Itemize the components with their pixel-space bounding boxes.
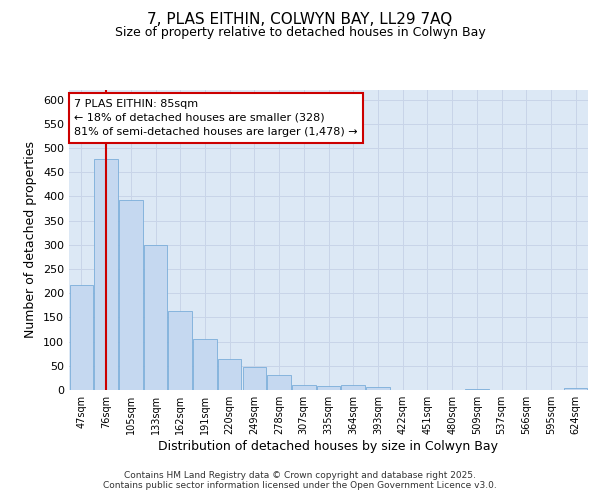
Bar xyxy=(242,368,266,390)
Bar xyxy=(119,200,143,390)
Bar xyxy=(465,388,488,390)
Bar xyxy=(169,311,192,390)
Text: 7, PLAS EITHIN, COLWYN BAY, LL29 7AQ: 7, PLAS EITHIN, COLWYN BAY, LL29 7AQ xyxy=(148,12,452,28)
Text: 7 PLAS EITHIN: 85sqm
← 18% of detached houses are smaller (328)
81% of semi-deta: 7 PLAS EITHIN: 85sqm ← 18% of detached h… xyxy=(74,99,358,137)
Bar xyxy=(292,385,316,390)
Bar xyxy=(193,339,217,390)
Bar xyxy=(366,387,389,390)
Bar xyxy=(94,158,118,390)
Bar xyxy=(341,385,365,390)
Bar xyxy=(70,284,93,390)
Bar xyxy=(218,358,241,390)
Text: Contains HM Land Registry data © Crown copyright and database right 2025.
Contai: Contains HM Land Registry data © Crown c… xyxy=(103,470,497,490)
Bar xyxy=(144,245,167,390)
Bar xyxy=(317,386,340,390)
Y-axis label: Number of detached properties: Number of detached properties xyxy=(25,142,37,338)
X-axis label: Distribution of detached houses by size in Colwyn Bay: Distribution of detached houses by size … xyxy=(158,440,499,453)
Bar xyxy=(564,388,587,390)
Text: Size of property relative to detached houses in Colwyn Bay: Size of property relative to detached ho… xyxy=(115,26,485,39)
Bar xyxy=(268,376,291,390)
